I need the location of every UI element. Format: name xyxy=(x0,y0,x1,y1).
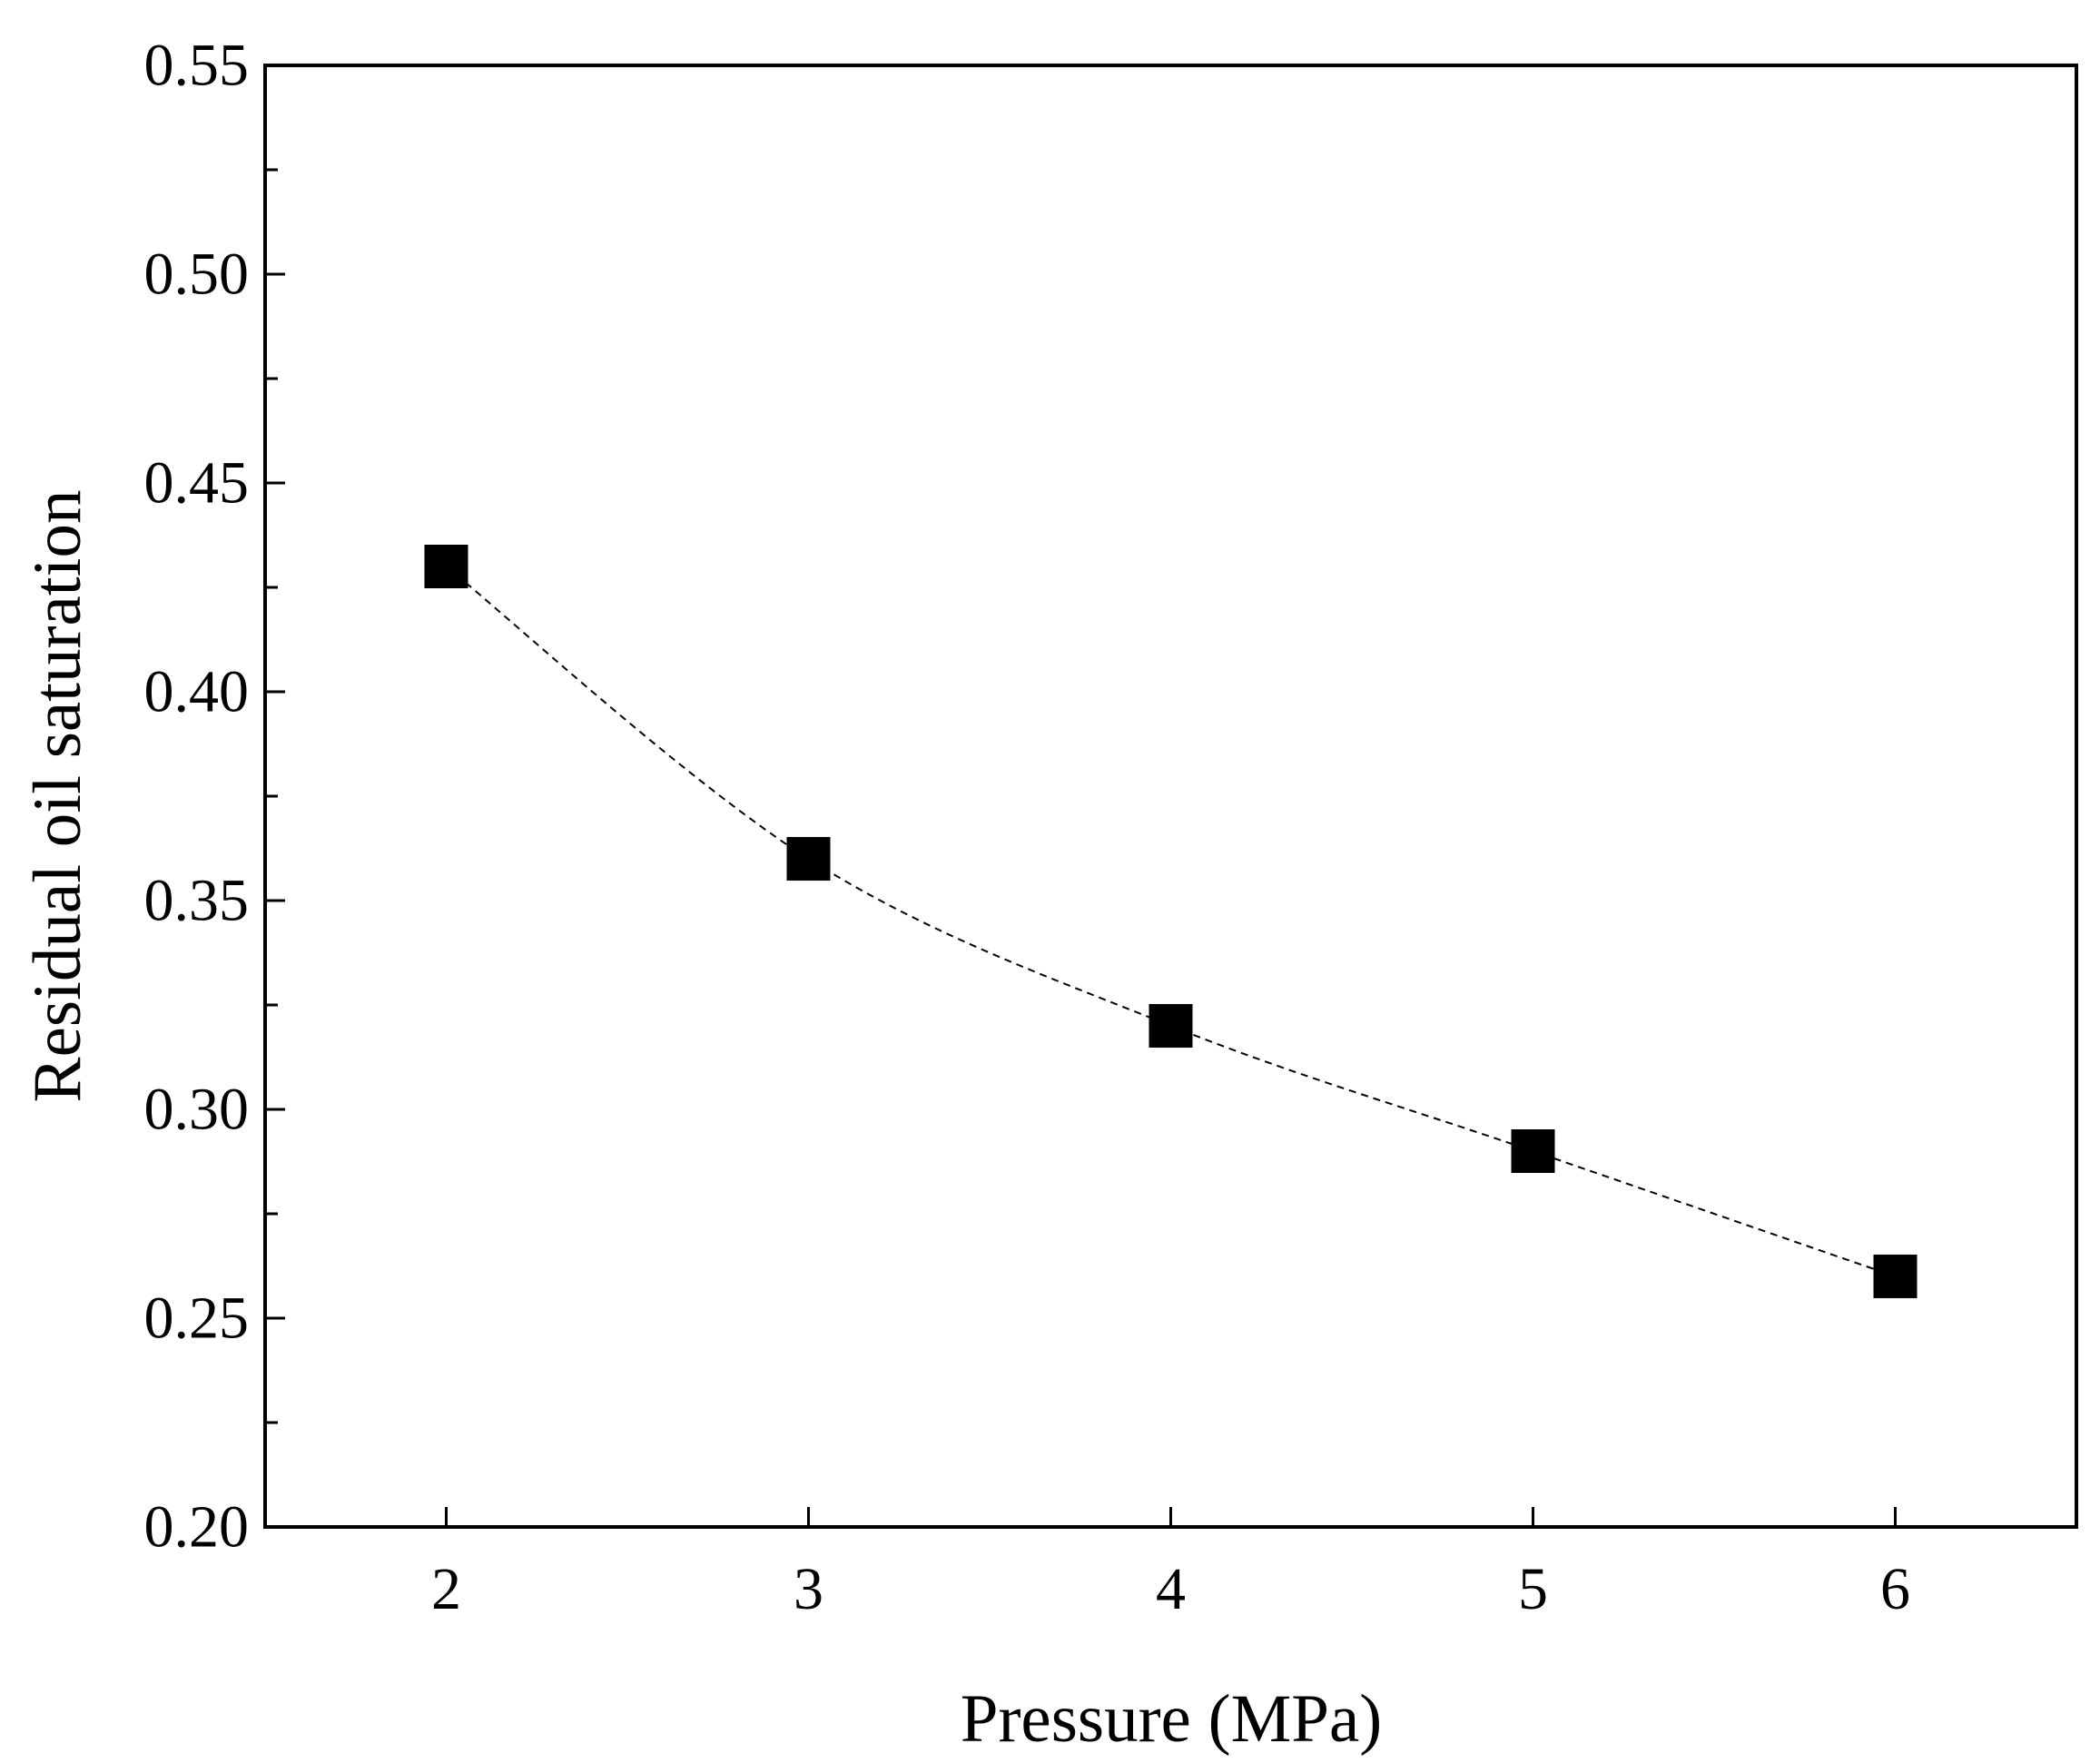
y-axis-ticks: 0.20 0.25 0.30 0.35 0.40 0.45 0.50 0.55 xyxy=(144,33,285,1561)
y-tick-label: 0.40 xyxy=(144,659,250,725)
y-tick-label: 0.55 xyxy=(144,33,250,99)
data-point-marker xyxy=(1511,1129,1555,1173)
y-tick-label: 0.25 xyxy=(144,1285,250,1352)
plot-frame xyxy=(263,64,2078,1529)
y-tick-label: 0.50 xyxy=(144,241,250,308)
x-tick-label: 4 xyxy=(1156,1556,1186,1622)
x-tick-label: 5 xyxy=(1518,1556,1548,1622)
x-tick-label: 3 xyxy=(794,1556,823,1622)
data-point-marker xyxy=(1149,1004,1193,1048)
series-line xyxy=(445,566,1896,1277)
series-layer xyxy=(424,545,1918,1298)
y-tick-label: 0.35 xyxy=(144,868,250,934)
y-tick-label: 0.20 xyxy=(144,1494,250,1561)
data-point-marker xyxy=(786,837,831,881)
x-axis-ticks: 2 3 4 5 6 xyxy=(431,1507,1910,1622)
y-tick-label: 0.45 xyxy=(144,450,250,517)
data-point-marker xyxy=(424,545,468,588)
data-point-marker xyxy=(1873,1255,1918,1298)
y-tick-label: 0.30 xyxy=(144,1077,250,1143)
y-axis-label: Residual oil saturation xyxy=(20,490,95,1103)
x-axis-label: Pressure (MPa) xyxy=(961,1681,1383,1757)
x-tick-label: 6 xyxy=(1880,1556,1910,1622)
x-tick-label: 2 xyxy=(431,1556,461,1622)
